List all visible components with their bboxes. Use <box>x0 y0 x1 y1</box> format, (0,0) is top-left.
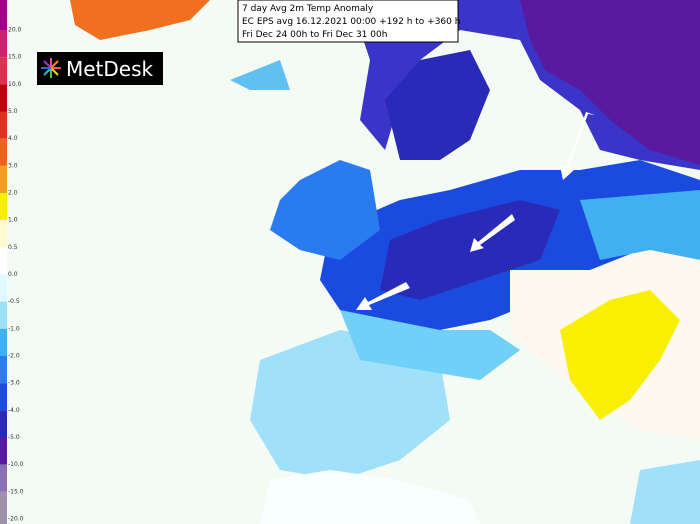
colorbar-segment <box>0 410 7 438</box>
colorbar-segment <box>0 464 7 492</box>
colorbar-label: 15.0 <box>8 54 22 61</box>
colorbar-label: 4.0 <box>8 135 18 142</box>
colorbar-segment <box>0 84 7 112</box>
colorbar-segment <box>0 274 7 302</box>
colorbar-label: -0.5 <box>8 298 20 305</box>
colorbar-segment <box>0 165 7 193</box>
colorbar-segment <box>0 437 7 465</box>
colorbar-label: 10.0 <box>8 81 22 88</box>
colorbar-label: -3.0 <box>8 380 20 387</box>
colorbar-segment <box>0 30 7 58</box>
colorbar-label: -5.0 <box>8 434 20 441</box>
header-line: 7 day Avg 2m Temp Anomaly <box>242 4 374 14</box>
logo-text: MetDesk <box>66 57 154 81</box>
header-box <box>237 0 459 43</box>
colorbar-label: -1.0 <box>8 325 20 332</box>
colorbar-segment <box>0 0 7 30</box>
colorbar-label: 1.0 <box>8 217 18 224</box>
colorbar-segment <box>0 383 7 411</box>
colorbar-segment <box>0 57 7 85</box>
colorbar-label: -4.0 <box>8 407 20 414</box>
colorbar-label: 3.0 <box>8 162 18 169</box>
logo-icon <box>41 58 61 78</box>
colorbar-segment <box>0 491 7 519</box>
arrows <box>356 112 595 310</box>
colorbar-segment <box>0 301 7 329</box>
colorbar-label: -15.0 <box>8 488 24 495</box>
colorbar-segment <box>0 356 7 384</box>
colorbar-segment <box>0 328 7 356</box>
colorbar-segment <box>0 193 7 221</box>
colorbar-label: 0.5 <box>8 244 18 251</box>
colorbar-label: 20.0 <box>8 27 22 34</box>
header-line: EC EPS avg 16.12.2021 00:00 +192 h to +3… <box>242 17 460 27</box>
colorbar-label: -10.0 <box>8 461 24 468</box>
colorbar-label: -2.0 <box>8 353 20 360</box>
colorbar-segment <box>0 138 7 166</box>
header-line: Fri Dec 24 00h to Fri Dec 31 00h <box>242 30 387 40</box>
colorbar: 20.0 15.0 10.0 5.0 4.0 3.0 2.0 1.0 0.5 0.0 -0.5 -1.… <box>0 0 24 524</box>
colorbar-segment <box>0 220 7 248</box>
colorbar-segment <box>0 111 7 139</box>
colorbar-label: 5.0 <box>8 108 18 115</box>
colorbar-label: 2.0 <box>8 190 18 197</box>
colorbar-segment <box>0 247 7 275</box>
colorbar-segment <box>0 519 7 524</box>
colorbar-label: 0.0 <box>8 271 18 278</box>
colorbar-label: -20.0 <box>8 516 24 523</box>
